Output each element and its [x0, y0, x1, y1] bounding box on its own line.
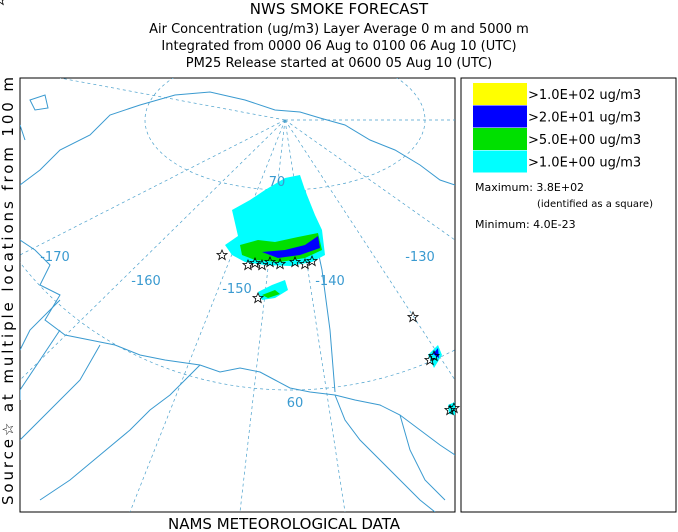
- legend-label: >1.0E+00 ug/m3: [528, 156, 641, 171]
- lon-label: -160: [131, 274, 161, 289]
- legend-label: >2.0E+01 ug/m3: [528, 111, 641, 126]
- coastline: [39, 364, 201, 501]
- legend-frame: [460, 77, 677, 513]
- legend-swatch: [473, 83, 527, 105]
- coastline: [20, 239, 455, 456]
- lat-label: 70: [269, 175, 286, 190]
- lat-label: 60: [287, 396, 304, 411]
- legend: Maximum: 3.8E+02 (identified as a square…: [460, 77, 677, 513]
- coastline: [334, 394, 446, 512]
- lon-label: -170: [40, 250, 70, 265]
- map-frame: [19, 77, 456, 513]
- lon-label: -130: [405, 250, 435, 265]
- legend-swatch: [473, 128, 527, 150]
- map: -170 -160 -150 -140 -130 70 60: [0, 0, 460, 513]
- coastline: [20, 94, 49, 141]
- legend-label: >5.0E+00 ug/m3: [528, 133, 641, 148]
- geo-labels: -170 -160 -150 -140 -130 70 60: [40, 175, 435, 411]
- minimum: Minimum: 4.0E-23: [475, 218, 576, 231]
- title-line: Integrated from 0000 06 Aug to 0100 06 A…: [161, 39, 516, 54]
- maximum-note: (identified as a square): [537, 199, 653, 210]
- title-line: Air Concentration (ug/m3) Layer Average …: [149, 22, 529, 37]
- legend-swatch: [473, 105, 527, 128]
- title-line: PM25 Release started at 0600 05 Aug 10 (…: [186, 56, 493, 71]
- legend-label: >1.0E+02 ug/m3: [528, 88, 641, 103]
- footer: NAMS METEOROLOGICAL DATA: [168, 515, 401, 532]
- title-line: NWS SMOKE FORECAST: [250, 0, 429, 18]
- maximum: Maximum: 3.8E+02: [475, 181, 584, 194]
- lon-label: -150: [222, 282, 252, 297]
- coastline: [20, 91, 455, 186]
- legend-swatch: [473, 150, 527, 173]
- plume: [225, 175, 455, 415]
- lon-label: -140: [315, 274, 345, 289]
- title: NWS SMOKE FORECAST Air Concentration (ug…: [149, 0, 529, 71]
- side-label: Source☆ at multiple locations from 100 m: [0, 77, 17, 505]
- coastline: [20, 299, 101, 441]
